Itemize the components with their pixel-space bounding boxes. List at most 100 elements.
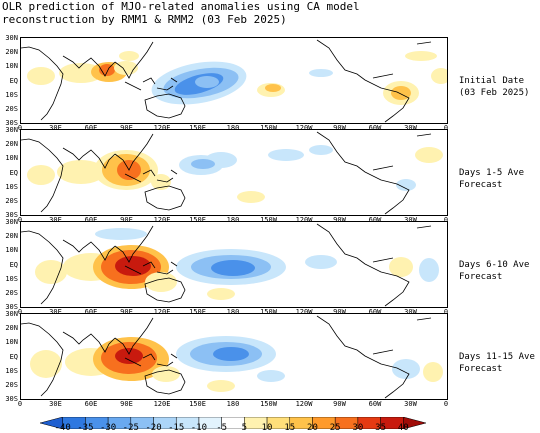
colorbar-tick-label: -30 [99, 423, 117, 433]
panel-label-line-2: Forecast [459, 180, 503, 190]
anomaly-contour [35, 260, 67, 284]
map-panel-1 [20, 37, 448, 124]
colorbar-tick-label: 40 [397, 423, 409, 433]
anomaly-contour [305, 255, 337, 269]
anomaly-contour [257, 370, 285, 382]
colorbar-svg [39, 416, 427, 430]
panel-label: Days 1-5 Ave Forecast [459, 167, 524, 191]
lon-label: 120E [153, 216, 171, 224]
lon-label: 90W [333, 216, 346, 224]
title-line-1: OLR prediction of MJO-related anomalies … [2, 0, 360, 13]
anomaly-contour [27, 165, 55, 185]
lat-label: 10S [5, 182, 18, 191]
lon-label: 60W [368, 216, 382, 224]
colorbar-tick-label: 35 [375, 423, 386, 433]
coastline [21, 322, 64, 397]
map-field [21, 315, 443, 399]
lat-label: 20S [5, 104, 18, 113]
coastline [144, 185, 186, 211]
anomaly-contour [207, 380, 235, 392]
coastline [316, 39, 410, 123]
lon-label: 120E [153, 124, 171, 132]
anomaly-contour [268, 149, 304, 161]
coastline [21, 230, 64, 305]
lon-label: 60E [84, 400, 98, 408]
anomaly-contour [27, 67, 55, 85]
coastline [124, 353, 178, 367]
colorbar-tick-label: -10 [190, 423, 208, 433]
panel-label-line-1: Initial Date [459, 76, 525, 86]
lon-label: 0 [17, 216, 23, 224]
anomaly-contour [419, 258, 439, 282]
colorbar-tick-label: -40 [54, 423, 71, 433]
lat-label: EQ [9, 168, 18, 177]
coastline [416, 225, 432, 229]
anomaly-contour [145, 272, 177, 292]
anomaly-contour [57, 160, 105, 184]
lon-label: 90E [120, 124, 133, 132]
lat-label: EQ [9, 352, 18, 361]
panel-label-line-1: Days 1-5 Ave [459, 168, 525, 178]
lon-label: 60W [368, 400, 382, 408]
lon-label: 30W [404, 308, 417, 316]
colorbar-tick-label: 10 [261, 423, 273, 433]
colorbar-tick-label: 15 [284, 423, 296, 433]
lat-label: 10N [5, 154, 18, 163]
anomaly-contour [195, 76, 219, 88]
coastline [416, 317, 432, 321]
lon-label: 0 [443, 216, 449, 224]
coastline [372, 349, 394, 355]
anomaly-contour [59, 63, 103, 83]
anomaly-contour [392, 359, 420, 379]
lon-label: 150E [189, 400, 206, 408]
panel-label-line-1: Days 6-10 Ave [459, 260, 530, 270]
colorbar-tick-label: 30 [352, 423, 364, 433]
map-field [21, 223, 439, 307]
lat-label: 10N [5, 62, 18, 71]
lat-label: 30N [5, 310, 18, 318]
lat-label: EQ [9, 76, 18, 85]
anomaly-contour [405, 51, 437, 61]
lon-label: 150W [260, 216, 277, 224]
coastline [124, 169, 178, 183]
colorbar-tick-label: -20 [145, 423, 162, 433]
lat-label: 20S [5, 380, 18, 389]
lon-label: 30E [49, 400, 62, 408]
lat-label: 20N [5, 324, 18, 333]
colorbar-segment [403, 416, 427, 430]
lon-label: 180 [226, 216, 240, 224]
map-field [21, 131, 443, 215]
lon-label: 30E [49, 216, 62, 224]
lat-label: 30N [5, 126, 18, 134]
anomaly-contour [115, 348, 143, 364]
lon-label: 90E [120, 308, 133, 316]
panel-label: Days 11-15 Ave Forecast [459, 351, 535, 375]
panel-label-line-1: Days 11-15 Ave [459, 352, 535, 362]
coastline [372, 73, 394, 79]
lon-label: 150E [189, 124, 206, 132]
anomaly-contour [95, 228, 147, 240]
lat-label: 10N [5, 246, 18, 255]
anomaly-contour [389, 257, 413, 277]
lon-label: 150W [260, 124, 277, 132]
coastline [21, 138, 64, 213]
coastline [144, 277, 186, 303]
coastline [62, 331, 116, 353]
lon-label: 90W [333, 400, 346, 408]
anomaly-contour [152, 366, 180, 382]
map-panel-4 [20, 313, 448, 400]
coastline [316, 223, 410, 307]
panel-label: Initial Date (03 Feb 2025) [459, 75, 529, 99]
panel-label-line-2: Forecast [459, 272, 503, 282]
lat-label: 30N [5, 218, 18, 226]
lon-label: 120E [153, 400, 171, 408]
anomaly-contour [309, 145, 333, 155]
lon-label: 150E [189, 216, 206, 224]
coastline [114, 317, 154, 355]
map-panel-2 [20, 129, 448, 216]
coastline [62, 147, 116, 169]
lon-label: 180 [226, 124, 240, 132]
lat-label: 30S [5, 303, 18, 311]
lat-label: 20N [5, 232, 18, 241]
anomaly-contour [431, 68, 447, 84]
